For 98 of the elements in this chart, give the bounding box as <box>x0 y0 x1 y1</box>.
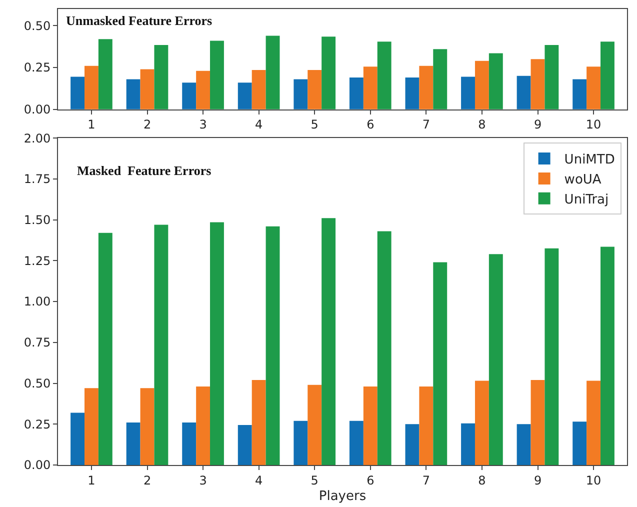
x-tick-label: 2 <box>143 473 152 488</box>
x-tick-label: 7 <box>422 473 430 488</box>
bar <box>84 388 98 465</box>
y-tick-label: 0.50 <box>24 376 51 390</box>
bar <box>349 420 364 465</box>
bar <box>433 262 448 465</box>
x-tick-label: 5 <box>310 118 318 132</box>
x-tick-label: 6 <box>366 473 374 488</box>
bar <box>530 380 545 465</box>
bar <box>433 49 448 110</box>
bar <box>70 76 84 110</box>
x-axis-title: Players <box>318 489 366 504</box>
bar <box>488 254 503 465</box>
bar <box>419 66 434 110</box>
x-tick-label: 4 <box>255 118 263 132</box>
bar <box>349 78 364 110</box>
bar <box>210 222 224 465</box>
bar <box>196 386 210 465</box>
bar <box>294 420 308 465</box>
bar <box>252 380 266 465</box>
x-tick-label: 5 <box>310 473 318 488</box>
x-tick-label: 3 <box>199 473 207 488</box>
bar <box>363 66 378 110</box>
y-tick-label: 0.50 <box>24 18 51 33</box>
bar <box>461 423 475 465</box>
bar <box>196 70 210 110</box>
bar <box>363 386 378 465</box>
y-tick-label: 1.25 <box>24 254 51 268</box>
x-tick-label: 2 <box>143 118 152 132</box>
bar <box>544 44 559 110</box>
bar <box>238 424 252 465</box>
bar <box>377 42 392 110</box>
y-tick-label: 2.00 <box>24 131 51 146</box>
bar <box>238 82 252 110</box>
bar <box>98 232 112 465</box>
bar <box>252 70 266 110</box>
bar <box>126 422 140 465</box>
y-tick-label: 1.75 <box>24 172 51 186</box>
bar <box>419 386 434 465</box>
x-tick-label: 8 <box>478 473 486 488</box>
bar <box>294 79 308 110</box>
bar <box>488 53 503 110</box>
x-tick-label: 8 <box>478 118 486 132</box>
bar <box>586 380 600 465</box>
bar <box>461 76 475 110</box>
y-tick-label: 0.00 <box>24 458 51 472</box>
x-tick-label: 10 <box>586 473 602 488</box>
bar <box>182 82 196 110</box>
bar <box>154 224 168 465</box>
x-tick-label: 9 <box>534 118 542 132</box>
bar <box>210 40 224 110</box>
bar <box>322 36 336 110</box>
bar <box>544 248 559 465</box>
bar <box>322 218 336 465</box>
bar <box>140 69 154 110</box>
bar <box>516 424 531 465</box>
y-tick-label: 1.00 <box>24 294 51 309</box>
y-tick-label: 0.25 <box>24 60 51 75</box>
bar <box>572 79 587 110</box>
x-tick-label: 1 <box>88 473 96 488</box>
bar <box>377 231 392 465</box>
bar <box>530 59 545 110</box>
bar <box>405 424 420 465</box>
bar <box>600 246 614 465</box>
bar <box>154 44 168 110</box>
bar <box>586 66 600 110</box>
bar <box>474 60 489 110</box>
x-tick-label: 4 <box>255 473 263 488</box>
bar <box>308 70 322 110</box>
legend-label: UniTraj <box>564 192 609 208</box>
bar <box>572 422 587 465</box>
bar <box>308 384 322 465</box>
x-tick-label: 10 <box>586 118 602 132</box>
x-tick-label: 3 <box>199 118 207 132</box>
bar <box>266 226 280 465</box>
bar <box>140 388 154 465</box>
x-tick-label: 6 <box>366 118 374 132</box>
bar <box>474 380 489 465</box>
bar <box>182 422 196 465</box>
y-tick-label: 0.75 <box>24 336 51 350</box>
y-tick-label: 0.25 <box>24 417 51 432</box>
text: Masked Feature Errors <box>77 163 212 178</box>
legend-label: woUA <box>564 172 602 188</box>
bar <box>405 78 420 110</box>
x-tick-label: 1 <box>88 118 96 132</box>
bar <box>266 36 280 110</box>
y-tick-label: 1.50 <box>24 212 51 227</box>
x-tick-label: 9 <box>534 473 542 488</box>
chart-title: Unmasked Feature Errors <box>66 13 212 28</box>
bar <box>516 76 531 110</box>
bar <box>70 412 84 465</box>
bar <box>126 79 140 110</box>
bar <box>84 66 98 110</box>
bar <box>600 42 614 110</box>
x-tick-label: 7 <box>422 118 430 132</box>
y-tick-label: 0.00 <box>24 102 51 117</box>
bar <box>98 39 112 110</box>
legend-label: UniMTD <box>564 152 615 168</box>
